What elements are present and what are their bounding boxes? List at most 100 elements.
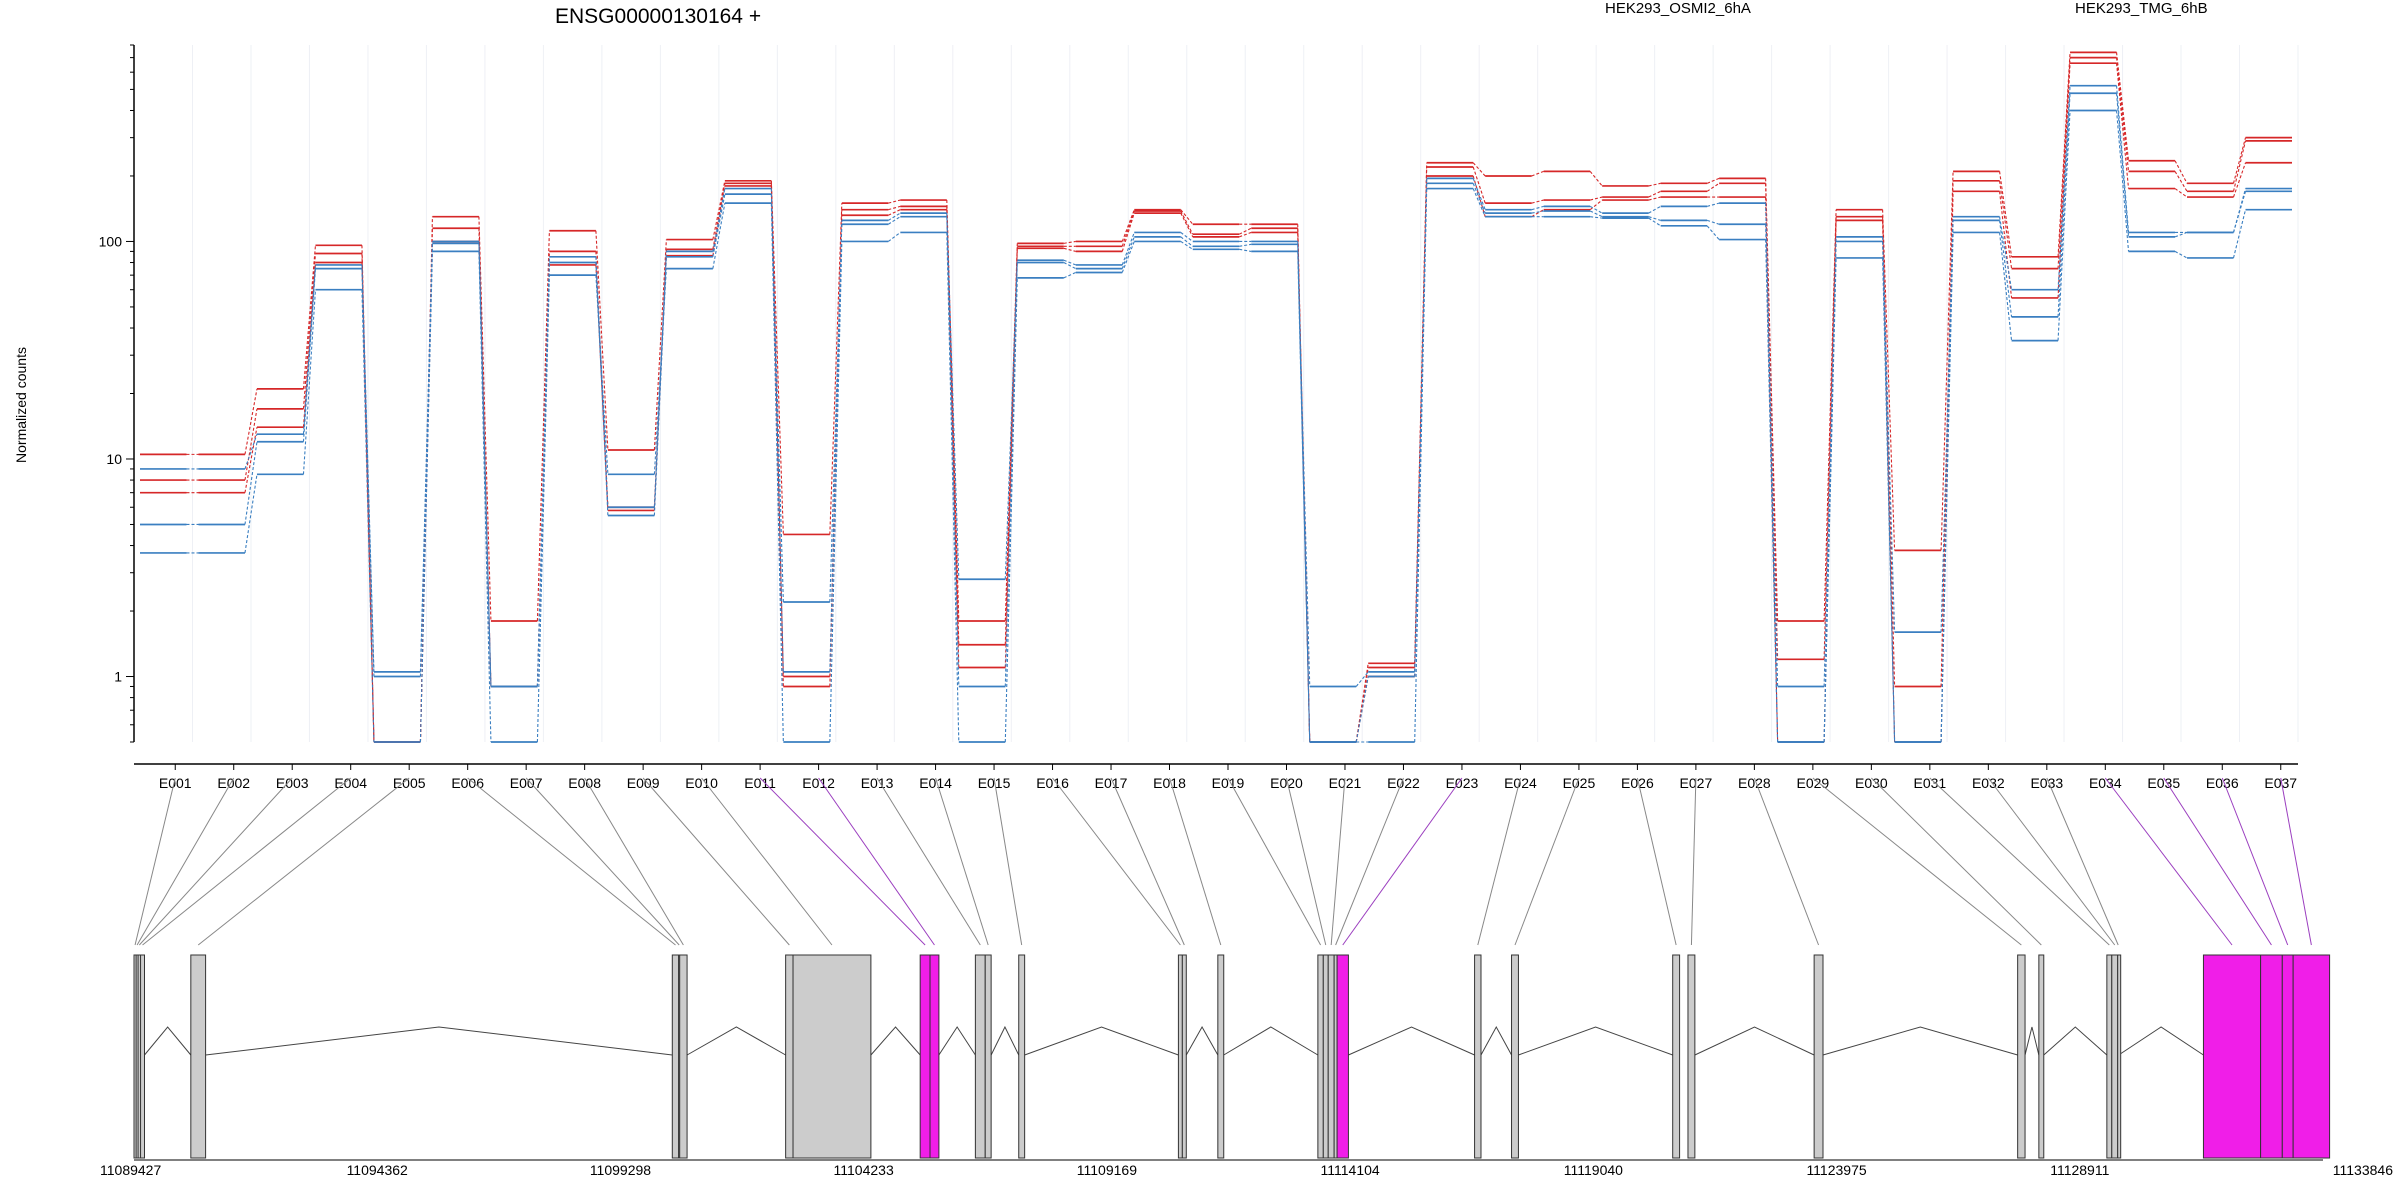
- series-connector: [829, 241, 843, 743]
- genomic-tick-label: 11094362: [347, 1162, 408, 1178]
- series-connector: [2174, 188, 2188, 198]
- x-tick-label: E028: [1738, 775, 1771, 791]
- exon-link: [1812, 777, 2022, 946]
- series-line: [140, 84, 2292, 688]
- chart-title: ENSG00000130164 +: [555, 5, 761, 28]
- series-connector: [478, 243, 492, 687]
- series-connector: [244, 441, 258, 525]
- exon-link: [1110, 777, 1185, 946]
- exon-block: [1018, 954, 1026, 1159]
- series-connector: [1648, 182, 1661, 187]
- x-tick-label: E021: [1329, 775, 1362, 791]
- exon-link: [134, 777, 176, 946]
- series-connector: [1823, 257, 1837, 743]
- exon-block: [1217, 954, 1225, 1159]
- series-connector: [1180, 232, 1194, 242]
- exon-link: [2104, 777, 2233, 946]
- exon-block: [2260, 954, 2283, 1159]
- gene-model-track: [133, 954, 2331, 1159]
- series-connector: [1765, 183, 1779, 660]
- series-connector: [244, 388, 258, 455]
- series-connector: [1472, 175, 1486, 217]
- series-connector: [1940, 171, 1954, 551]
- series-line: [140, 56, 2292, 743]
- series-connector: [1297, 241, 1311, 687]
- intron: [1024, 1026, 1179, 1056]
- series-lines: [140, 51, 2292, 743]
- exon-block: [1474, 954, 1482, 1159]
- series-connector: [1472, 178, 1486, 210]
- series-connector: [1765, 239, 1779, 743]
- series-connector: [1004, 243, 1018, 622]
- intron: [2118, 1026, 2204, 1056]
- x-tick-label: E007: [510, 775, 543, 791]
- exon-link: [759, 777, 926, 946]
- series-connector: [361, 289, 375, 743]
- exon-link: [584, 777, 684, 946]
- series-connector: [361, 268, 375, 677]
- exon-link: [1987, 777, 2116, 946]
- series-connector: [2232, 137, 2247, 184]
- intron: [2043, 1026, 2108, 1056]
- series-connector: [1648, 216, 1661, 221]
- intron: [2024, 1026, 2040, 1056]
- exon-link: [142, 777, 352, 946]
- intron: [144, 1026, 192, 1056]
- intron: [1822, 1026, 2018, 1056]
- series-connector: [536, 262, 550, 687]
- exon-link: [1285, 777, 1327, 946]
- exon-block: [919, 954, 931, 1159]
- exon-link: [1871, 777, 2042, 946]
- series-connector: [1999, 171, 2013, 257]
- x-tick-label: E023: [1446, 775, 1479, 791]
- genomic-tick-label: 11123975: [1806, 1162, 1866, 1178]
- exon-link: [138, 777, 293, 946]
- series-connector: [1765, 203, 1779, 687]
- series-connector: [1706, 177, 1720, 184]
- series-connector: [1648, 196, 1661, 201]
- series-connector: [712, 194, 726, 257]
- x-tick-label: E020: [1270, 775, 1303, 791]
- genomic-tick-label: 11099298: [590, 1162, 651, 1178]
- exon-link: [1690, 777, 1697, 946]
- intron: [1518, 1026, 1673, 1056]
- exon-link: [1227, 777, 1322, 946]
- series-connector: [888, 216, 901, 225]
- exon-block: [1327, 954, 1335, 1159]
- series-connector: [1531, 210, 1544, 214]
- series-connector: [1648, 217, 1661, 227]
- x-tick-label: E025: [1563, 775, 1596, 791]
- series-connector: [770, 194, 784, 603]
- series-connector: [1590, 216, 1603, 219]
- exon-link: [1169, 777, 1222, 946]
- x-tick-label: E016: [1036, 775, 1069, 791]
- exon-block: [1177, 954, 1183, 1159]
- series-connector: [1121, 209, 1135, 242]
- x-tick-label: E032: [1972, 775, 2005, 791]
- exon-block: [984, 954, 992, 1159]
- exon-link: [818, 777, 935, 946]
- exon-link: [1052, 777, 1181, 946]
- series-connector: [653, 239, 667, 451]
- series-connector: [1180, 212, 1194, 238]
- exon-block: [2038, 954, 2045, 1159]
- series-connector: [888, 205, 901, 211]
- exon-block: [2292, 954, 2331, 1159]
- series-connector: [1121, 232, 1135, 266]
- series-connector: [1589, 205, 1603, 214]
- exon-block: [2017, 954, 2026, 1159]
- series-connector: [712, 203, 726, 269]
- exon-block: [2117, 954, 2122, 1159]
- series-connector: [478, 251, 492, 743]
- y-tick-label: 100: [99, 233, 123, 249]
- series-connector: [1706, 202, 1720, 207]
- series-connector: [1004, 262, 1018, 687]
- series-connector: [1648, 205, 1661, 214]
- series-connector: [2115, 93, 2130, 237]
- series-connector: [770, 180, 784, 535]
- series-connector: [1180, 236, 1194, 247]
- series-connector: [1238, 227, 1252, 235]
- x-tick-label: E036: [2206, 775, 2239, 791]
- exon-block: [1336, 954, 1349, 1159]
- series-connector: [888, 199, 901, 204]
